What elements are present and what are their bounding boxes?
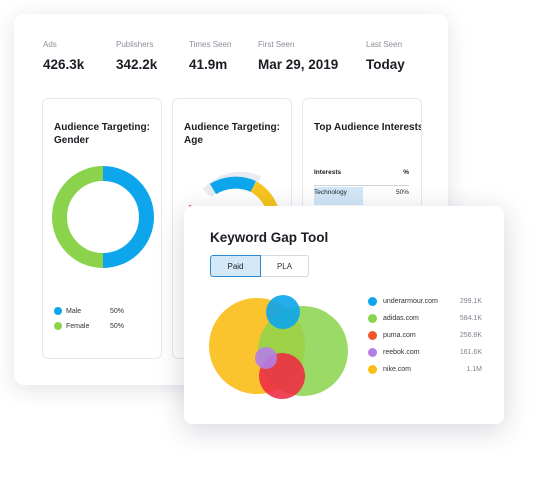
stat-last-seen: Last Seen Today (366, 40, 405, 72)
domain-row-adidas: adidas.com 584.1K (368, 314, 482, 323)
legend-dot (54, 322, 62, 330)
domain-name: nike.com (383, 366, 412, 373)
legend-item-female: Female 50% (54, 322, 124, 330)
card-title: Keyword Gap Tool (210, 230, 329, 245)
interest-bar-technology (314, 187, 363, 205)
keyword-count: 256.8K (459, 332, 482, 339)
stat-publishers: Publishers 342.2k (116, 40, 157, 72)
stat-value: 342.2k (116, 57, 158, 72)
domain-name: underarmour.com (383, 298, 438, 305)
donut-segment-female (52, 166, 104, 268)
column-header-interests: Interests (314, 169, 342, 176)
table-row: Technology 50% (314, 189, 409, 196)
stat-value: 41.9m (189, 57, 228, 72)
domain-row-reebok: reebok.com 161.6K (368, 348, 482, 357)
legend-dot (368, 331, 377, 340)
domain-row-puma: puma.com 256.8K (368, 331, 482, 340)
interest-name: Technology (314, 189, 347, 196)
panel-title: Audience Targeting: Age (184, 122, 280, 146)
panel-title: Top Audience Interests (314, 122, 422, 133)
keyword-gap-card: Keyword Gap Tool Paid PLA underarmour.co… (184, 206, 504, 424)
domain-name: adidas.com (383, 315, 419, 322)
stat-label: Last Seen (366, 40, 403, 49)
legend-dot (368, 314, 377, 323)
venn-diagram (209, 295, 348, 399)
domain-row-underarmour: underarmour.com 299.1K (368, 297, 482, 306)
donut-segment-2 (209, 176, 256, 195)
interest-pct: 50% (395, 189, 409, 196)
column-header-percent: % (403, 169, 409, 176)
stat-label: First Seen (258, 40, 295, 49)
legend-label: Male (66, 307, 82, 315)
keyword-count: 299.1K (459, 298, 482, 305)
venn-circle-reebok (255, 347, 277, 369)
keyword-count: 584.1K (459, 315, 482, 322)
stat-label: Publishers (116, 40, 154, 49)
legend-item-male: Male 50% (54, 307, 124, 315)
legend-label: Female (66, 322, 90, 330)
legend-value: 50% (109, 322, 124, 330)
stat-label: Times Seen (189, 40, 232, 49)
tab-pla[interactable]: PLA (261, 255, 309, 277)
legend-dot (368, 297, 377, 306)
domain-name: reebok.com (383, 349, 420, 356)
keyword-count: 1.1M (466, 366, 482, 373)
legend-dot (368, 365, 377, 374)
interests-table-header: Interests % (314, 169, 409, 176)
domain-name: puma.com (383, 332, 416, 339)
legend-dot (54, 307, 62, 315)
legend-dot (368, 348, 377, 357)
stat-times-seen: Times Seen 41.9m (189, 40, 231, 72)
stat-value: 426.3k (43, 57, 85, 72)
stat-first-seen: First Seen Mar 29, 2019 (258, 40, 338, 72)
stat-ads: Ads 426.3k (43, 40, 84, 72)
gender-donut-chart (52, 166, 154, 268)
divider (314, 185, 409, 186)
gender-panel: Audience Targeting: Gender Male 50% Fema… (42, 98, 162, 359)
panel-title: Audience Targeting: Gender (54, 122, 150, 146)
tab-paid[interactable]: Paid (210, 255, 261, 277)
venn-circle-underarmour (266, 295, 300, 329)
stat-value: Mar 29, 2019 (258, 57, 339, 72)
stat-value: Today (366, 57, 405, 72)
legend-value: 50% (109, 307, 124, 315)
tab-group: Paid PLA (210, 255, 309, 277)
stat-label: Ads (43, 40, 57, 49)
keyword-count: 161.6K (459, 349, 482, 356)
donut-segment-male (102, 166, 154, 268)
domain-row-nike: nike.com 1.1M (368, 365, 482, 374)
